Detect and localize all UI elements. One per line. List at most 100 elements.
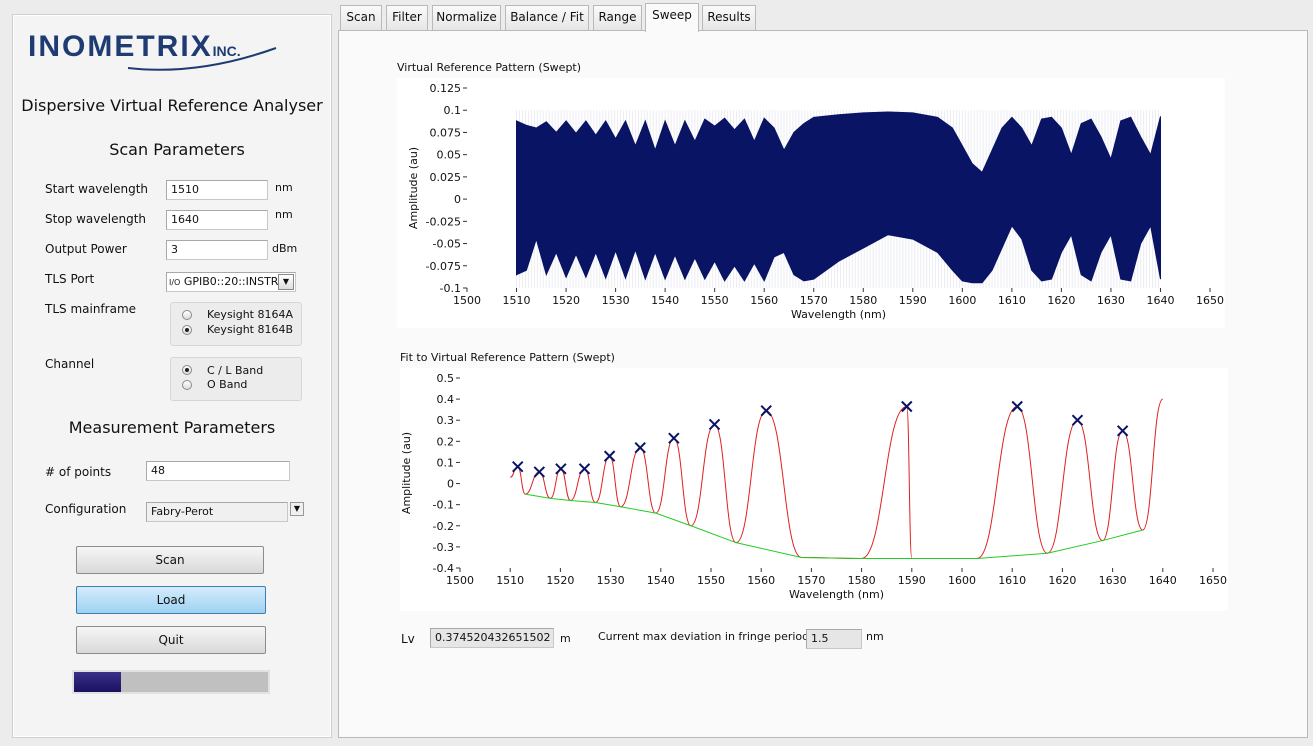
chart2-plot[interactable]: 1500 1510 1520 1530 1540 1550 1560 1570 1580 1590… [400,368,1228,611]
tls-mainframe-label: TLS mainframe [45,302,137,316]
logo-text: INOMETRIX [28,30,213,63]
chart1-xtick-label: 1540 [651,294,679,307]
tab-results[interactable]: Results [702,5,756,30]
chart1-ytick-label: -0.05 [433,238,461,251]
mainframe-8164a-label: Keysight 8164A [207,308,294,321]
chart2-peak-marker [533,466,546,478]
chart1-xtick-label: 1560 [750,294,778,307]
chart1-xtick-label: 1630 [1097,294,1125,307]
scan-button[interactable]: Scan [76,546,264,574]
chart2-ytick-label: 0.5 [437,372,455,385]
stop-wavelength-input[interactable]: 1640 [166,210,268,230]
chart2-xlabel: Wavelength (nm) [789,588,884,601]
tls-port-value: GPIB0::20::INSTR [183,275,279,288]
tls-port-select[interactable]: I/O GPIB0::20::INSTR [166,272,296,292]
points-label: # of points [45,465,112,479]
chart2-peak-marker [708,418,721,431]
chart1-signal-band [516,111,1161,284]
chart2-peak-marker [578,463,591,475]
mainframe-8164a-radio[interactable] [182,310,192,320]
start-wavelength-unit: nm [275,181,293,194]
deviation-unit: nm [866,630,884,643]
deviation-label: Current max deviation in fringe period [598,630,810,643]
chart1-plot[interactable]: 1500 1510 1520 1530 1540 1550 1560 1570 1580 1590… [397,78,1225,328]
chart1-ytick-label: -0.075 [426,260,461,273]
chart1-ylabel: Amplitude (au) [407,147,420,229]
chart1-ytick-label: 0 [454,193,461,206]
deviation-value-field: 1.5 [806,629,862,649]
chart2-xtick-label: 1590 [898,574,926,587]
chart2-xtick-label: 1540 [647,574,675,587]
chart2-xtick-label: 1520 [546,574,574,587]
chart2-ytick-label: 0.1 [437,456,455,469]
chart2-xtick-label: 1510 [496,574,524,587]
logo-suffix: INC. [212,43,241,59]
channel-radio-group [170,357,302,401]
channel-o-band-label: O Band [207,378,248,391]
chart1-xtick-label: 1580 [849,294,877,307]
tab-normalize[interactable]: Normalize [432,5,501,30]
tab-balance-fit[interactable]: Balance / Fit [505,5,589,30]
tab-filter[interactable]: Filter [386,5,428,30]
chart2-xtick-label: 1600 [948,574,976,587]
chart1-xtick-label: 1550 [701,294,729,307]
tab-scan[interactable]: Scan [340,5,382,30]
chart1-xlabel: Wavelength (nm) [791,308,886,321]
load-button[interactable]: Load [76,586,266,614]
stop-wavelength-label: Stop wavelength [45,212,146,226]
chart2-peak-marker [1011,400,1023,413]
mainframe-8164b-radio[interactable] [182,325,192,335]
start-wavelength-label: Start wavelength [45,182,149,196]
chart1-xtick-label: 1610 [998,294,1026,307]
chart2-peak-marker [512,460,524,473]
chart1-xtick-label: 1570 [800,294,828,307]
points-input[interactable]: 48 [146,461,290,481]
quit-button[interactable]: Quit [76,626,266,654]
chart1-xtick-label: 1640 [1146,294,1174,307]
chart1-ytick-label: 0.125 [430,82,462,95]
dropdown-arrow-icon[interactable]: ▼ [278,274,294,290]
chart2-title: Fit to Virtual Reference Pattern (Swept) [400,351,615,364]
start-wavelength-input[interactable]: 1510 [166,180,268,200]
progress-fill [74,672,121,692]
chart2-xtick-label: 1580 [848,574,876,587]
chart2-peak-marker [901,400,913,413]
tab-sweep[interactable]: Sweep [645,3,699,32]
configuration-dropdown-icon[interactable]: ▼ [290,502,304,516]
chart2-xtick-label: 1640 [1149,574,1177,587]
chart1-title: Virtual Reference Pattern (Swept) [397,61,582,74]
chart2-peak-marker [668,432,680,444]
channel-cl-band-radio[interactable] [182,365,192,375]
lv-label: Lv [401,632,415,646]
chart2-peak-marker [1071,414,1084,426]
tls-port-label: TLS Port [45,272,95,286]
chart2-ytick-label: 0 [447,478,454,491]
chart2-trough-line [525,493,1143,559]
chart2-fit-curve [510,398,1164,560]
channel-o-band-radio[interactable] [182,380,192,390]
chart1-ytick-label: -0.1 [440,282,461,295]
chart2-ytick-label: -0.3 [433,541,454,554]
measurement-params-heading: Measurement Parameters [68,418,276,437]
output-power-unit: dBm [272,242,298,255]
chart2-xtick-label: 1550 [697,574,725,587]
scan-params-heading: Scan Parameters [109,140,245,159]
chart2-xtick-label: 1560 [747,574,775,587]
channel-label: Channel [45,357,95,371]
chart1-ytick-label: -0.025 [426,215,461,228]
lv-unit: m [560,632,571,645]
chart1-ytick-label: 0.05 [437,149,462,162]
configuration-select[interactable]: Fabry-Perot [146,502,288,522]
mainframe-radio-group [170,302,302,346]
progress-bar [72,670,270,694]
output-power-input[interactable]: 3 [166,240,268,260]
chart1-ytick-label: 0.025 [430,171,462,184]
tab-range[interactable]: Range [593,5,642,30]
io-icon: I/O [169,278,181,287]
output-power-label: Output Power [45,242,127,256]
chart2-ytick-label: -0.4 [433,562,454,575]
chart1-xtick-label: 1530 [602,294,630,307]
chart2-xtick-label: 1570 [797,574,825,587]
chart1-xtick-label: 1520 [552,294,580,307]
channel-cl-band-label: C / L Band [207,364,264,377]
